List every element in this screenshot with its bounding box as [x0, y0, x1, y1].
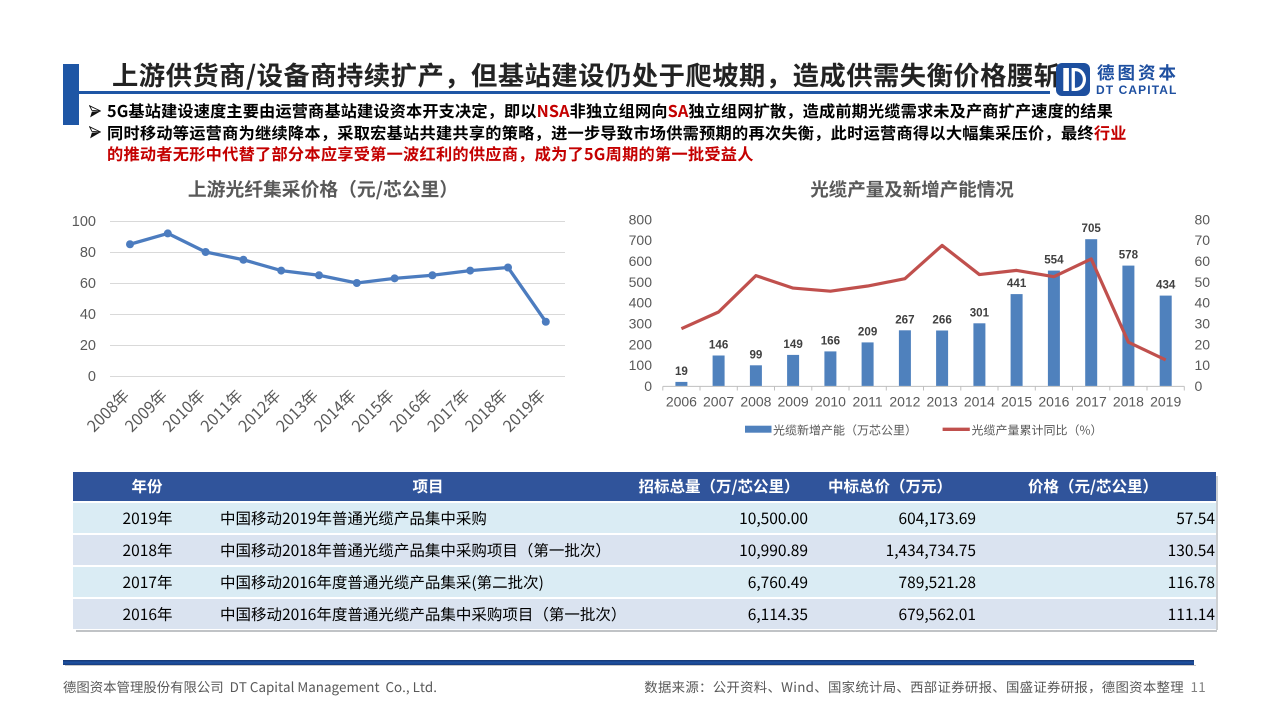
svg-text:光缆新增产能（万芯公里）: 光缆新增产能（万芯公里） — [773, 422, 917, 439]
svg-text:10: 10 — [1195, 357, 1211, 373]
svg-text:700: 700 — [629, 232, 653, 248]
svg-text:20: 20 — [1195, 336, 1211, 352]
svg-text:光缆产量及新增产能情况: 光缆产量及新增产能情况 — [810, 176, 1014, 202]
svg-text:2008: 2008 — [740, 394, 771, 410]
svg-text:30: 30 — [1195, 316, 1211, 332]
svg-text:166: 166 — [821, 334, 841, 347]
svg-text:600: 600 — [629, 253, 653, 269]
svg-text:2014: 2014 — [964, 394, 995, 410]
svg-text:2012: 2012 — [889, 394, 920, 410]
svg-text:434: 434 — [1156, 279, 1176, 292]
svg-text:2016: 2016 — [1038, 394, 1069, 410]
svg-text:2010: 2010 — [815, 394, 846, 410]
svg-text:70: 70 — [1195, 232, 1211, 248]
svg-text:2019: 2019 — [1150, 394, 1181, 410]
svg-text:99: 99 — [749, 348, 762, 361]
svg-text:146: 146 — [709, 339, 729, 352]
svg-text:705: 705 — [1082, 222, 1102, 235]
svg-text:2019年: 2019年 — [496, 383, 549, 436]
svg-text:60: 60 — [80, 276, 96, 292]
svg-text:0: 0 — [644, 378, 652, 394]
svg-text:2018: 2018 — [1113, 394, 1144, 410]
svg-text:2011: 2011 — [853, 394, 883, 410]
svg-text:2015: 2015 — [1001, 394, 1032, 410]
svg-text:301: 301 — [970, 306, 990, 319]
svg-text:554: 554 — [1044, 254, 1064, 267]
svg-text:100: 100 — [629, 357, 653, 373]
svg-text:200: 200 — [629, 336, 653, 352]
svg-text:2007: 2007 — [703, 394, 734, 410]
svg-text:149: 149 — [783, 338, 803, 351]
svg-text:0: 0 — [1195, 378, 1203, 394]
svg-text:800: 800 — [629, 211, 653, 227]
svg-text:80: 80 — [1195, 211, 1211, 227]
svg-text:300: 300 — [629, 316, 653, 332]
svg-text:上游光纤集采价格（元/芯公里）: 上游光纤集采价格（元/芯公里） — [188, 175, 458, 202]
svg-text:2009: 2009 — [778, 394, 809, 410]
svg-text:267: 267 — [895, 313, 914, 326]
svg-text:578: 578 — [1119, 249, 1139, 262]
svg-text:441: 441 — [1007, 277, 1027, 290]
svg-text:100: 100 — [72, 214, 96, 230]
svg-text:2006: 2006 — [666, 394, 697, 410]
svg-text:50: 50 — [1195, 274, 1211, 290]
svg-text:2013: 2013 — [927, 394, 958, 410]
svg-text:266: 266 — [932, 314, 952, 327]
svg-text:40: 40 — [1195, 295, 1211, 311]
svg-text:19: 19 — [675, 365, 688, 378]
svg-text:80: 80 — [80, 245, 96, 261]
svg-text:60: 60 — [1195, 253, 1211, 269]
svg-text:209: 209 — [858, 325, 878, 338]
svg-text:500: 500 — [629, 274, 653, 290]
svg-text:2017: 2017 — [1076, 394, 1107, 410]
svg-text:400: 400 — [629, 295, 653, 311]
svg-text:20: 20 — [80, 338, 96, 354]
svg-text:光缆产量累计同比（%）: 光缆产量累计同比（%） — [972, 422, 1103, 439]
svg-text:40: 40 — [80, 307, 96, 323]
svg-text:0: 0 — [88, 369, 96, 385]
